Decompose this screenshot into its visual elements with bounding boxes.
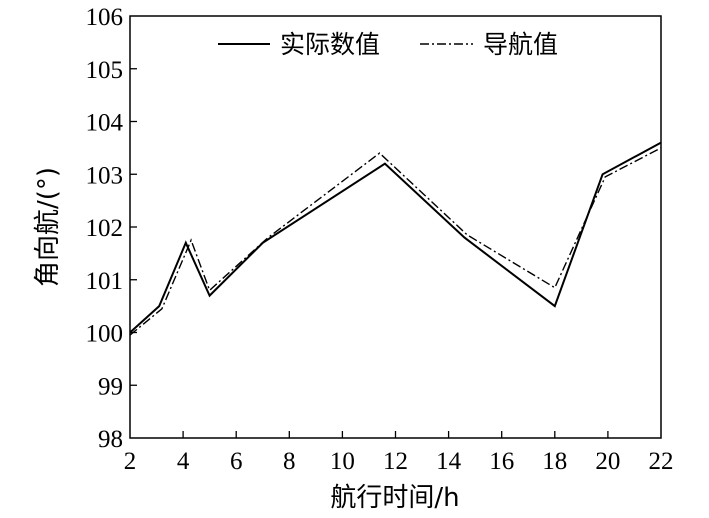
x-tick-label: 22 [649,448,674,475]
legend: 实际数值 导航值 [218,30,558,59]
x-tick-label: 16 [489,448,514,475]
x-tick-label: 18 [542,448,567,475]
legend-label-actual: 实际数值 [280,30,380,59]
x-tick-label: 12 [383,448,408,475]
y-tick-label: 104 [86,110,124,137]
y-tick-label: 106 [86,4,124,31]
series-line-1 [129,147,662,336]
y-tick-label: 98 [98,426,123,453]
x-tick-label: 8 [283,448,296,475]
series-line-0 [129,141,662,334]
y-axis-title: 角向航/(°) [33,167,63,287]
y-tick-label: 103 [86,162,124,189]
legend-label-navigation: 导航值 [483,30,558,59]
plot-frame [129,15,662,439]
y-tick-label: 102 [86,215,124,242]
ticks-layer: 2 4 6 8 10 12 14 16 18 20 22 98 99 100 101 102 103 104 105… [86,4,674,475]
x-tick-label: 14 [436,448,462,475]
x-tick-label: 10 [330,448,355,475]
x-tick-label: 4 [177,448,190,475]
y-tick-label: 101 [86,268,124,295]
x-tick-label: 2 [124,448,137,475]
series-layer [129,141,662,336]
y-tick-label: 100 [86,321,124,348]
x-axis-title: 航行时间/h [330,483,459,513]
x-tick-label: 20 [595,448,620,475]
y-tick-label: 99 [98,373,123,400]
x-tick-label: 6 [230,448,243,475]
y-tick-label: 105 [86,57,124,84]
